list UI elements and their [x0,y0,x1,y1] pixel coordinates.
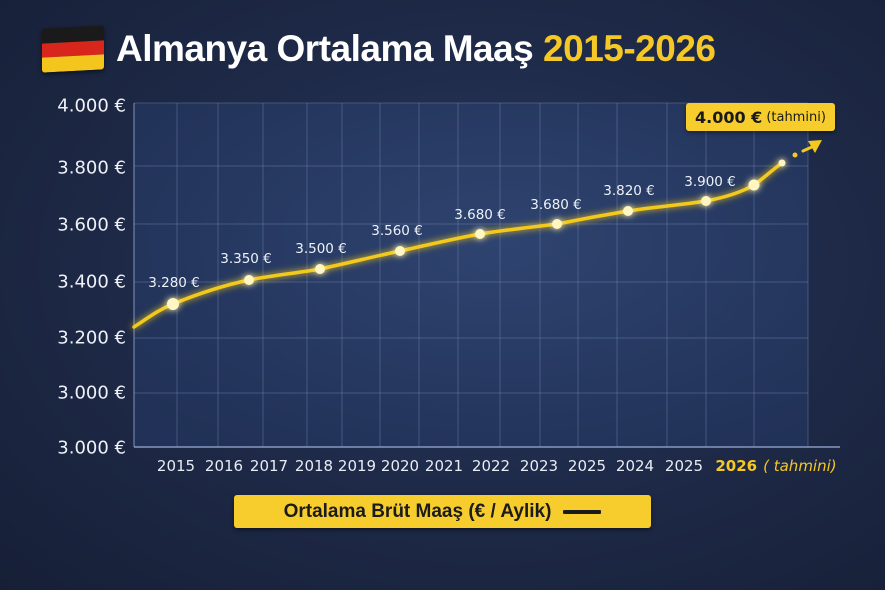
x-tick-label: 2024 [615,457,655,475]
x-tick-label-forecast: 2026 ( tahmini) [715,457,836,475]
data-label: 3.680 € [530,197,582,213]
data-point[interactable] [552,219,562,229]
data-label: 3.900 € [684,174,736,190]
plot-area [134,103,808,447]
data-point[interactable] [244,275,254,285]
forecast-note: (tahmini) [766,109,826,125]
title-years: 2015-2026 [543,28,716,69]
data-label: 3.820 € [603,183,655,199]
data-point[interactable] [167,298,179,310]
data-point[interactable] [778,159,786,167]
x-tick-label: 2025 [664,457,704,475]
chart-title: Almanya Ortalama Maaş 2015-2026 [116,28,716,70]
x-tick-label: 2019 [337,457,377,475]
x-tick-label: 2022 [471,457,511,475]
grid-lines [134,102,809,447]
x-tick-label: 2023 [519,457,559,475]
y-tick-label: 4.000 € [57,95,126,117]
x-tick-label: 2015 [156,457,196,475]
forecast-dot [792,152,798,158]
y-tick-label: 3.600 € [57,214,126,236]
data-points [167,159,786,310]
legend-label: Ortalama Brüt Maaş (€ / Aylik) [283,500,552,522]
x-tick-label: 2020 [380,457,420,475]
forecast-year: 2026 [715,457,758,475]
y-tick-label: 3.200 € [57,327,126,349]
x-tick-label: 2025 [567,457,607,475]
data-point[interactable] [623,206,633,216]
y-tick-label: 3.000 € [57,382,126,404]
chart-header: Almanya Ortalama Maaş 2015-2026 [42,24,716,74]
data-point[interactable] [701,196,711,206]
data-label: 3.680 € [454,207,506,223]
data-label: 3.350 € [220,251,272,267]
forecast-arrow-icon [808,140,822,153]
data-label: 3.500 € [295,241,347,257]
x-tick-label: 2016 [204,457,244,475]
y-tick-label: 3.000 € [57,437,126,459]
data-label: 3.280 € [148,275,200,291]
data-point[interactable] [315,264,325,274]
data-point[interactable] [748,179,760,191]
forecast-note: ( tahmini) [763,457,837,475]
data-label: 3.560 € [371,223,423,239]
legend: Ortalama Brüt Maaş (€ / Aylik) [234,495,651,528]
x-tick-label: 2021 [424,457,464,475]
x-tick-label: 2017 [249,457,289,475]
y-tick-label: 3.400 € [57,271,126,293]
data-point[interactable] [395,246,405,256]
forecast-value: 4.000 € [695,107,763,127]
title-main: Almanya Ortalama Maaş [116,28,534,69]
data-point[interactable] [475,229,485,239]
x-tick-label: 2018 [294,457,334,475]
forecast-badge: 4.000 € (tahmini) [686,103,835,131]
y-tick-label: 3.800 € [57,157,126,179]
legend-line-swatch [563,509,602,514]
